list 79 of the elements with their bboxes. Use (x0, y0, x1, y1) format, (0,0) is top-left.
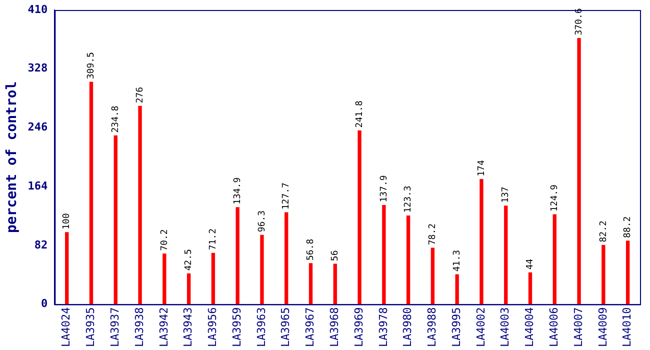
x-tick-label: LA3943 (182, 307, 195, 348)
data-label: 100 (62, 213, 72, 230)
bar (333, 264, 337, 304)
data-label: 174 (476, 160, 487, 176)
x-tick-label: LA3959 (230, 307, 244, 348)
x-tick-label: LA3938 (132, 307, 146, 348)
x-tick-label: LA4009 (596, 307, 610, 348)
x-tick-label: LA3995 (450, 307, 463, 348)
bar (382, 204, 386, 304)
bar (480, 179, 484, 304)
x-tick-label: LA4004 (523, 306, 536, 348)
bar (162, 254, 166, 304)
y-tick-label: 164 (28, 179, 48, 192)
data-label: 41.3 (452, 250, 462, 272)
y-tick-label: 410 (28, 2, 48, 16)
x-tick-label: LA3969 (352, 307, 366, 348)
x-tick-label: LA4024 (60, 306, 73, 348)
data-label: 137.9 (379, 175, 390, 202)
x-tick-label: LA3965 (279, 307, 292, 348)
data-label: 309.5 (86, 52, 97, 80)
data-label: 96.3 (257, 210, 268, 232)
bar (308, 263, 313, 304)
y-tick-label: 0 (41, 297, 48, 310)
x-tick-label: LA3935 (84, 307, 98, 348)
bar (211, 252, 216, 304)
y-tick-label: 246 (28, 120, 48, 134)
data-label: 124.9 (550, 184, 560, 212)
data-label: 134.9 (232, 177, 243, 204)
bar (114, 135, 118, 304)
data-label: 234.8 (110, 106, 121, 133)
data-label: 71.2 (208, 228, 219, 250)
bar (455, 274, 459, 304)
bar (552, 214, 556, 304)
x-tick-label: LA3937 (108, 307, 122, 348)
bar (504, 206, 508, 304)
x-tick-label: LA4002 (474, 307, 488, 348)
data-label: 42.5 (184, 249, 194, 271)
data-label: 78.2 (428, 223, 438, 246)
data-label: 137 (501, 186, 512, 203)
x-tick-label: LA3967 (304, 307, 317, 348)
bar (186, 273, 191, 304)
bar (577, 38, 581, 304)
y-tick-label: 328 (28, 62, 48, 75)
x-tick-label: LA3942 (157, 307, 170, 348)
bar (65, 232, 69, 304)
bar (236, 207, 240, 304)
bar (260, 234, 264, 304)
data-label: 44 (526, 258, 536, 270)
y-tick-label: 82 (34, 238, 48, 252)
bar (406, 215, 410, 304)
bar (602, 244, 606, 304)
data-label: 127.7 (282, 182, 292, 210)
bar (358, 130, 362, 304)
bar (284, 212, 288, 304)
data-label: 370.6 (574, 8, 584, 36)
x-tick-label: LA4006 (548, 307, 560, 348)
data-label: 82.2 (598, 220, 609, 242)
data-label: 88.2 (623, 216, 634, 238)
y-axis-title: percent of control (4, 81, 20, 233)
data-label: 70.2 (160, 229, 170, 251)
x-tick-label: LA3956 (206, 307, 220, 348)
data-label: 241.8 (354, 100, 365, 128)
bar (528, 272, 532, 304)
bar (626, 240, 630, 304)
x-tick-label: LA4007 (572, 307, 585, 348)
data-label: 56.8 (306, 238, 316, 260)
bar (89, 82, 94, 304)
bar (138, 106, 142, 304)
data-label: 56 (330, 250, 340, 262)
x-tick-label: LA3988 (426, 307, 439, 348)
data-label: 123.3 (404, 186, 414, 213)
x-tick-label: LA3968 (328, 307, 341, 348)
x-tick-label: LA4003 (498, 307, 512, 348)
x-tick-label: LA3978 (376, 307, 390, 348)
x-tick-label: LA3963 (254, 307, 268, 348)
bar (430, 248, 435, 304)
data-label: 276 (135, 86, 146, 104)
x-tick-label: LA4010 (620, 307, 634, 348)
x-tick-label: LA3980 (401, 307, 414, 348)
